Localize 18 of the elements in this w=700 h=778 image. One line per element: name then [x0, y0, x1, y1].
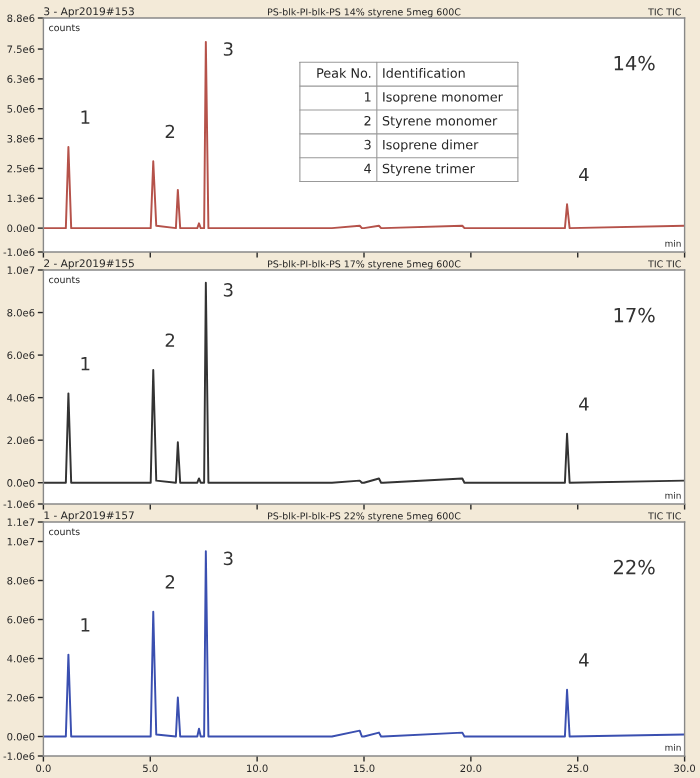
line-series	[43, 550, 685, 738]
annotation: 17%	[614, 307, 655, 323]
annotation: 22%	[613, 559, 655, 575]
annotation: 4	[579, 653, 589, 667]
annotation: 2	[165, 575, 175, 589]
annotation: 1	[81, 110, 90, 124]
annotation: 14%	[614, 55, 655, 71]
annotation: 3	[223, 551, 233, 566]
annotation: 1	[81, 357, 90, 371]
annotation: 2	[165, 333, 175, 347]
annotation: 3	[223, 283, 233, 297]
annotation: 4	[579, 397, 589, 411]
annotation: 2	[165, 124, 175, 139]
annotation: 4	[579, 167, 589, 182]
annotation: 1	[81, 618, 90, 632]
annotation: 3	[223, 42, 233, 56]
line-series	[43, 281, 685, 484]
line-series	[43, 40, 685, 230]
